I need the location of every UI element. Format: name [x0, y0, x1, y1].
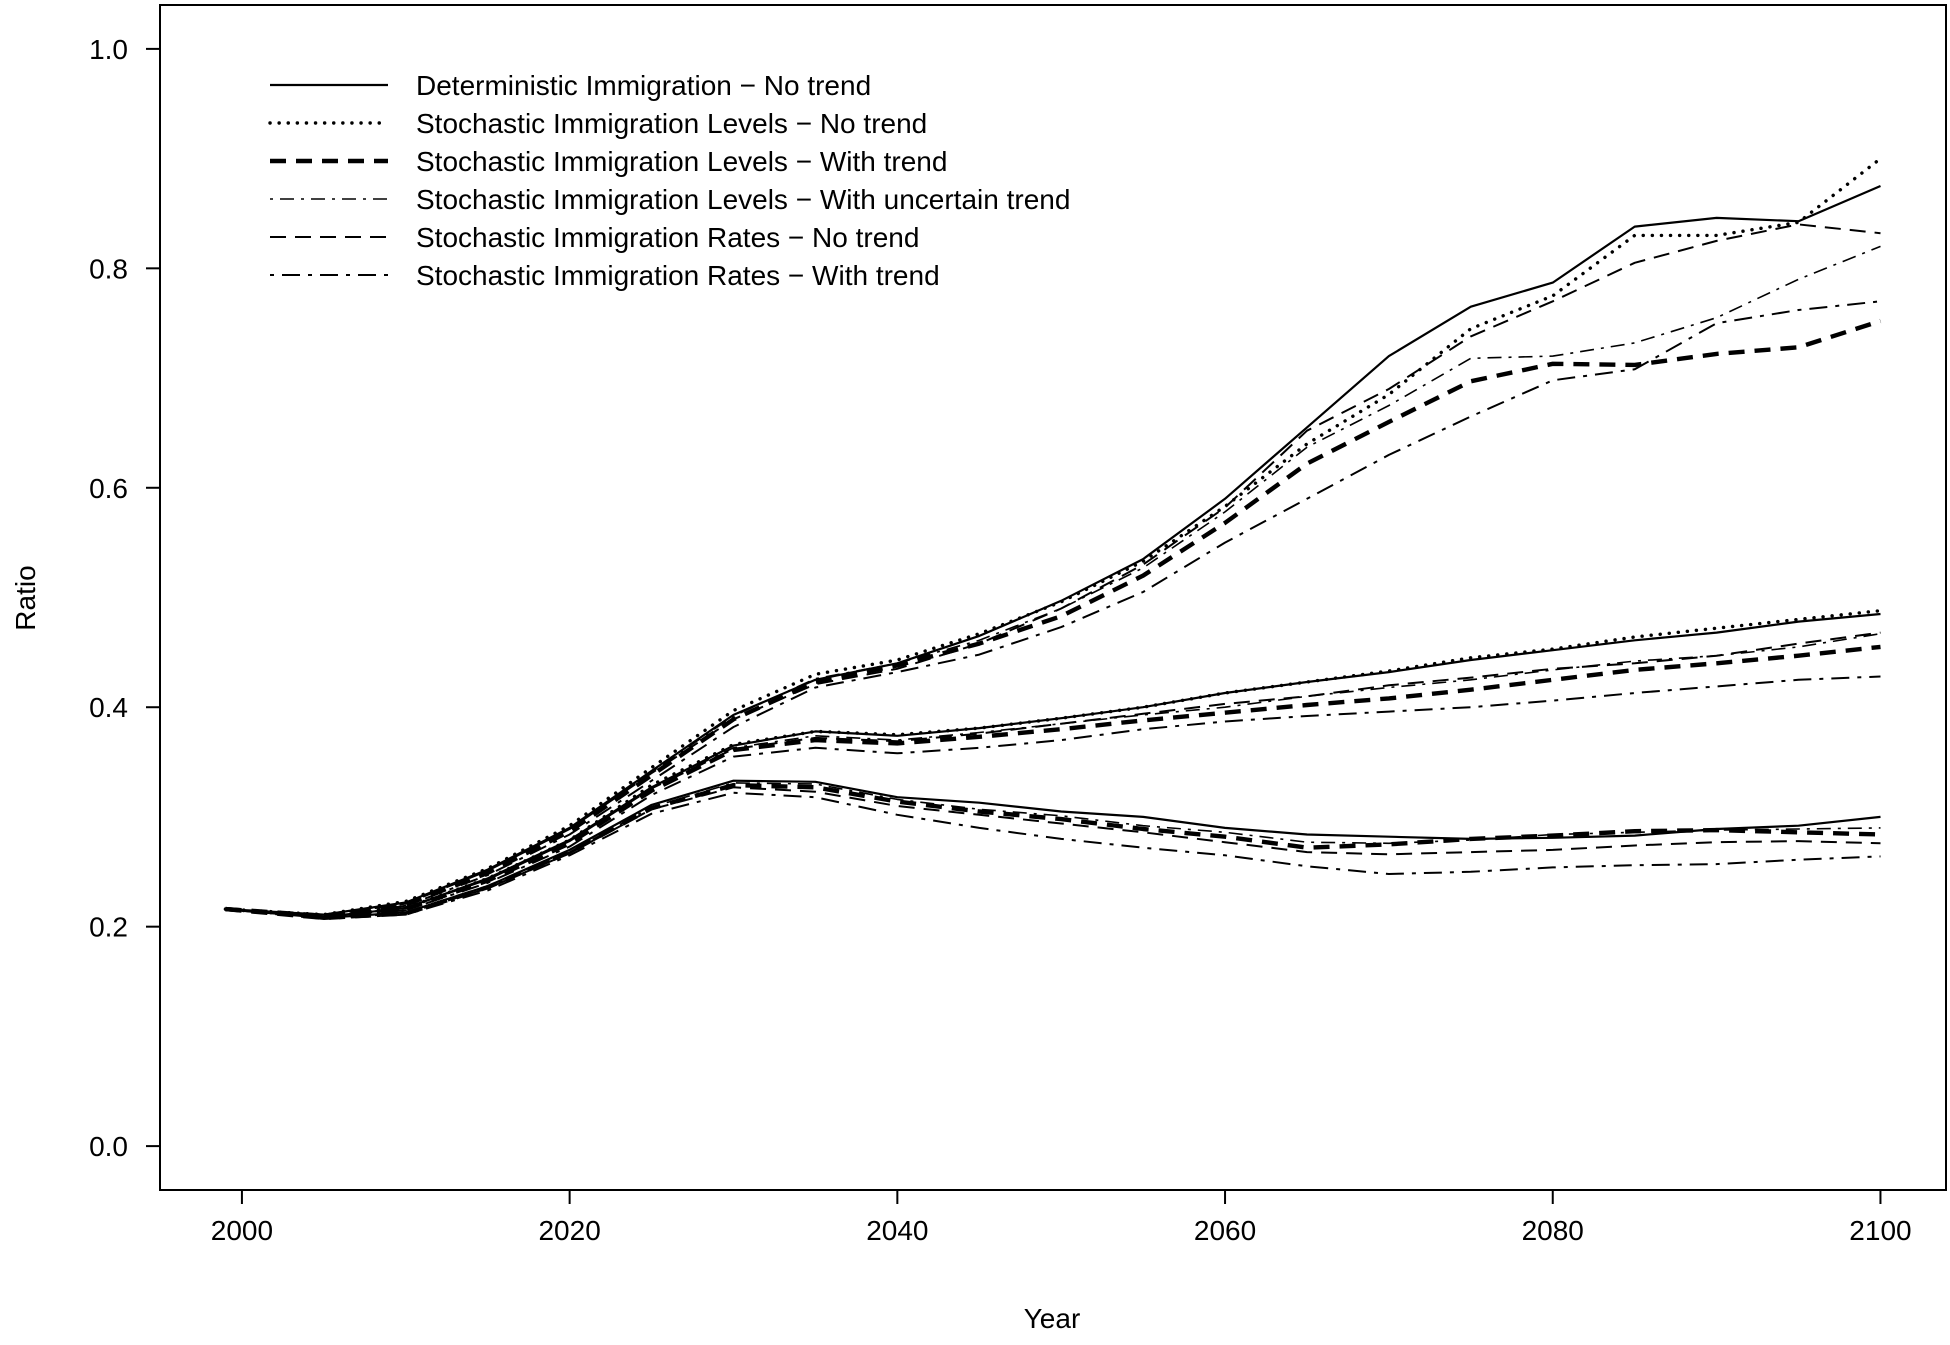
series-line-3-band-2: [225, 644, 1881, 919]
y-tick-label: 0.2: [89, 912, 128, 943]
series-line-5-band-2: [225, 631, 1881, 918]
series-line-6-band-1: [225, 300, 1881, 918]
x-tick-label: 2020: [538, 1215, 600, 1246]
legend-label: Stochastic Immigration Levels − With unc…: [416, 184, 1070, 215]
x-tick-label: 2060: [1194, 1215, 1256, 1246]
y-tick-label: 0.8: [89, 253, 128, 284]
series-line-6-band-2: [225, 675, 1881, 919]
legend-label: Deterministic Immigration − No trend: [416, 70, 871, 101]
y-tick-label: 0.4: [89, 692, 128, 723]
series-line-5-band-1: [225, 223, 1881, 917]
series-line-4-band-2: [225, 632, 1881, 918]
series-line-3-band-1: [225, 318, 1882, 918]
legend-label: Stochastic Immigration Rates − With tren…: [416, 260, 940, 291]
plot-frame: [159, 4, 1947, 1191]
y-axis-title: Ratio: [10, 565, 41, 630]
x-tick-label: 2100: [1849, 1215, 1911, 1246]
y-tick-label: 0.0: [89, 1131, 128, 1162]
series-line-5-band-3: [225, 786, 1881, 919]
series-line-1-band-1: [225, 184, 1881, 916]
series-line-1-band-3: [225, 779, 1881, 919]
x-tick-label: 2040: [866, 1215, 928, 1246]
legend-label: Stochastic Immigration Levels − No trend: [416, 108, 927, 139]
series-line-1-band-2: [225, 612, 1881, 918]
axes-group: 2000 2020 2040 2060 2080 2100 0.0 0.2 0.4 0.6 0.8 1…: [89, 34, 1912, 1246]
y-tick-label: 1.0: [89, 34, 128, 65]
series-line-2-band-1: [223, 156, 1883, 917]
legend: Deterministic Immigration − No trend Stoc…: [268, 70, 1070, 291]
series-line-6-band-3: [225, 791, 1881, 920]
x-tick-label: 2000: [211, 1215, 273, 1246]
plot-frame-group: [159, 4, 1947, 1191]
series-line-3-band-3: [225, 782, 1881, 921]
legend-label: Stochastic Immigration Rates − No trend: [416, 222, 919, 253]
x-axis-title: Year: [1024, 1303, 1081, 1334]
series-line-2-band-2: [223, 609, 1883, 919]
legend-label: Stochastic Immigration Levels − With tre…: [416, 146, 947, 177]
y-tick-label: 0.6: [89, 473, 128, 504]
series-line-4-band-3: [225, 782, 1881, 919]
series-group: [223, 156, 1883, 921]
x-tick-label: 2080: [1522, 1215, 1584, 1246]
